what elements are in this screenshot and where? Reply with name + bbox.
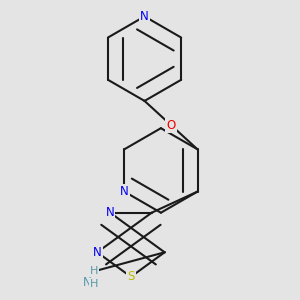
Text: S: S (127, 270, 135, 283)
Text: H: H (90, 279, 98, 289)
Text: N: N (140, 10, 149, 23)
Text: O: O (167, 118, 176, 132)
Text: N: N (93, 246, 102, 259)
Text: N: N (83, 276, 92, 289)
Text: N: N (106, 206, 115, 219)
Text: H: H (90, 266, 98, 276)
Text: N: N (120, 185, 129, 198)
